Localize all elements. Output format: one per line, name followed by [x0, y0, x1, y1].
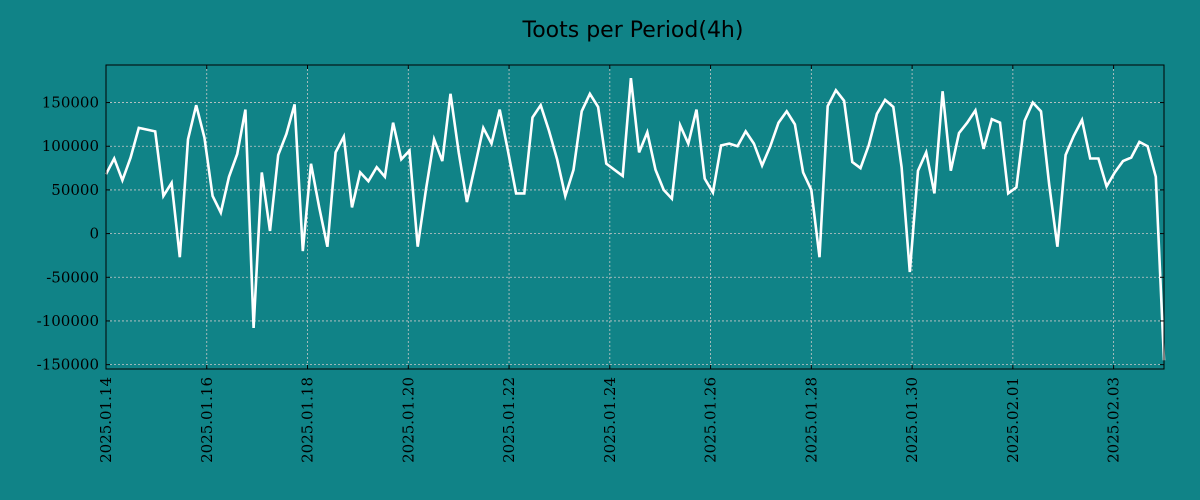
y-axis: 150000 100000 50000 0 -50000 -100000 -150000 [37, 94, 1164, 374]
y-tick-label: 0 [89, 225, 99, 243]
grid-lines [106, 65, 1164, 369]
plot-frame [105, 64, 1165, 370]
series-line-toots [104, 77, 1166, 361]
x-tick-label: 2025.01.26 [702, 377, 720, 463]
y-tick-label: -100000 [37, 312, 99, 330]
y-tick-label: -50000 [46, 268, 99, 286]
x-tick-label: 2025.02.03 [1105, 377, 1123, 463]
x-tick-label: 2025.01.16 [198, 377, 216, 463]
y-tick-label: -150000 [37, 356, 99, 374]
y-tick-label: 50000 [51, 181, 99, 199]
x-tick-label: 2025.01.30 [903, 377, 921, 463]
chart-title: Toots per Period(4h) [522, 18, 744, 43]
y-tick-label: 100000 [42, 137, 99, 155]
y-tick-label: 150000 [42, 94, 99, 112]
x-tick-label: 2025.01.22 [500, 377, 518, 463]
x-tick-label: 2025.01.20 [399, 377, 417, 463]
x-tick-label: 2025.01.24 [601, 377, 619, 463]
plot-area [104, 77, 1166, 361]
x-tick-label: 2025.02.01 [1004, 377, 1022, 463]
x-tick-label: 2025.01.28 [802, 377, 820, 463]
x-tick-label: 2025.01.18 [299, 377, 317, 463]
x-axis: 2025.01.14 2025.01.16 2025.01.18 2025.01.20… [97, 65, 1123, 463]
x-tick-label: 2025.01.14 [97, 377, 115, 463]
